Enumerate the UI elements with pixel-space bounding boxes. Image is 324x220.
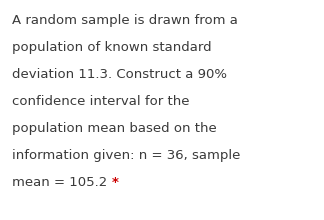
Text: *: * <box>111 176 118 189</box>
Text: confidence interval for the: confidence interval for the <box>12 95 190 108</box>
Text: deviation 11.3. Construct a 90%: deviation 11.3. Construct a 90% <box>12 68 227 81</box>
Text: population of known standard: population of known standard <box>12 41 212 54</box>
Text: A random sample is drawn from a: A random sample is drawn from a <box>12 14 238 27</box>
Text: mean = 105.2: mean = 105.2 <box>12 176 111 189</box>
Text: population mean based on the: population mean based on the <box>12 122 217 135</box>
Text: information given: n = 36, sample: information given: n = 36, sample <box>12 149 240 162</box>
